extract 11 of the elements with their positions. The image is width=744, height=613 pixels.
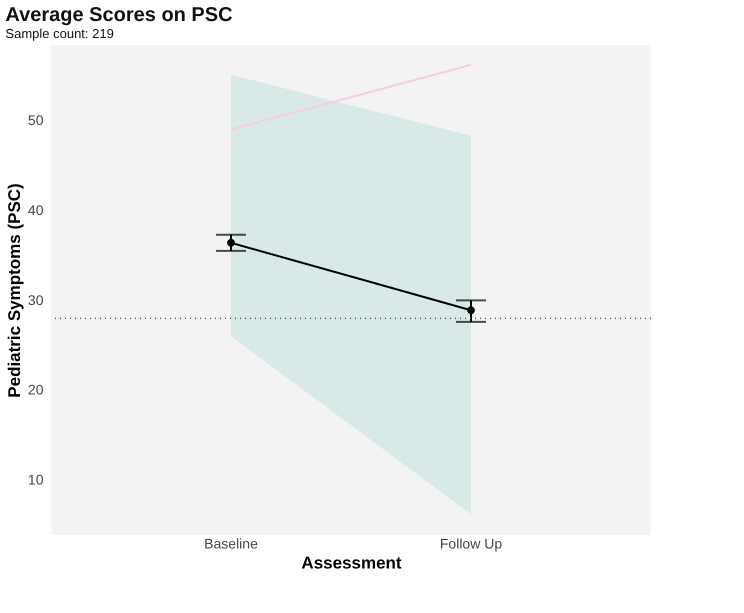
y-tick-label: 10 — [28, 472, 44, 488]
y-tick-label: 40 — [28, 202, 44, 218]
x-tick-label: Follow Up — [440, 536, 502, 552]
y-tick-label: 20 — [28, 382, 44, 398]
x-tick-label: Baseline — [204, 536, 258, 552]
y-tick-label: 30 — [28, 292, 44, 308]
chart-subtitle: Sample count: 219 — [5, 26, 114, 41]
chart-title: Average Scores on PSC — [5, 4, 233, 26]
x-axis-title: Assessment — [301, 554, 402, 572]
y-axis-title: Pediatric Symptoms (PSC) — [4, 183, 24, 398]
y-tick-label: 50 — [28, 112, 44, 128]
